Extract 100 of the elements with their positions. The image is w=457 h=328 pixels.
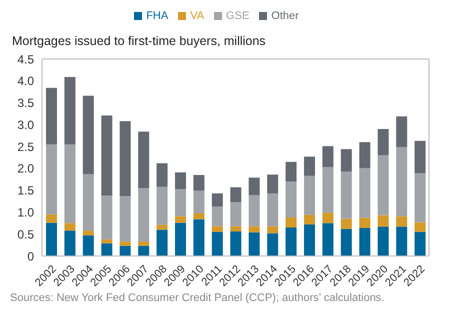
- bar: [212, 226, 223, 232]
- bar: [175, 172, 186, 190]
- bar: [212, 232, 223, 256]
- bar: [286, 228, 297, 256]
- bar: [101, 243, 112, 256]
- bar: [193, 213, 204, 220]
- bar: [378, 129, 389, 156]
- y-tick-label: 3.0: [17, 118, 34, 132]
- bar: [230, 202, 242, 226]
- bar: [82, 235, 94, 256]
- bar: [378, 155, 389, 216]
- bar: [46, 88, 57, 144]
- bar: [286, 162, 297, 182]
- legend-label: GSE: [226, 10, 250, 22]
- bar: [359, 142, 370, 168]
- bar: [304, 176, 315, 215]
- bar: [156, 186, 168, 225]
- bar: [286, 217, 297, 228]
- bar: [340, 228, 352, 256]
- bar: [414, 232, 426, 256]
- bar: [230, 187, 242, 202]
- bar: [46, 222, 57, 256]
- bar: [340, 149, 352, 172]
- bar: [359, 168, 370, 218]
- bar: [64, 144, 76, 224]
- bar: [120, 196, 131, 242]
- bar: [156, 163, 168, 187]
- bar: [267, 233, 278, 256]
- bar: [46, 214, 57, 223]
- bar: [120, 121, 131, 196]
- legend-label: VA: [190, 10, 204, 22]
- chart-title: Mortgages issued to first-time buyers, millions: [12, 34, 266, 48]
- bar: [304, 224, 315, 256]
- bar: [193, 190, 204, 214]
- bar: [156, 224, 168, 230]
- bar: [267, 174, 278, 194]
- bar: [359, 218, 370, 228]
- bar: [414, 222, 426, 232]
- bar: [82, 96, 94, 174]
- bar: [322, 212, 334, 224]
- bar: [138, 132, 150, 188]
- bar: [378, 215, 389, 227]
- bar: [101, 115, 112, 196]
- bar: [322, 167, 334, 213]
- bar: [175, 189, 186, 216]
- bar: [64, 76, 76, 144]
- bar: [267, 226, 278, 234]
- bar: [230, 231, 242, 256]
- bar: [175, 216, 186, 223]
- bar: [193, 175, 204, 191]
- bar: [101, 239, 112, 244]
- y-tick-label: 0.5: [17, 227, 34, 242]
- bar: [156, 230, 168, 256]
- bar: [82, 230, 94, 236]
- bar: [138, 188, 150, 242]
- bar: [396, 226, 408, 256]
- bar: [340, 218, 352, 229]
- y-tick-label: 3.5: [17, 96, 34, 110]
- source-note: Sources: New York Fed Consumer Credit Panel (CCP); authors’ calculations.: [9, 292, 386, 304]
- bar: [359, 228, 370, 256]
- y-tick-label: 1.0: [17, 205, 34, 220]
- bar: [120, 246, 131, 256]
- bar: [248, 195, 260, 226]
- bar: [175, 222, 186, 256]
- y-tick-label: 2.0: [17, 162, 34, 176]
- bar: [396, 216, 408, 227]
- bar: [82, 174, 94, 231]
- bar: [322, 223, 334, 256]
- bar: [46, 144, 57, 214]
- y-tick-label: 4.0: [17, 74, 34, 88]
- bar: [378, 226, 389, 256]
- bar: [414, 173, 426, 222]
- bar: [396, 146, 408, 216]
- bar: [212, 206, 223, 226]
- bar: [212, 193, 223, 207]
- y-tick-label: 1.5: [17, 184, 34, 198]
- bar: [286, 182, 297, 218]
- bar: [120, 242, 131, 246]
- bar: [267, 193, 278, 226]
- bar: [248, 178, 260, 196]
- bar: [193, 219, 204, 256]
- bar: [138, 246, 150, 256]
- bar: [396, 116, 408, 147]
- y-tick-label: 0: [27, 249, 34, 264]
- y-tick-label: 2.5: [17, 140, 34, 154]
- bar: [304, 214, 315, 224]
- bar: [414, 140, 426, 174]
- legend-label: Other: [271, 10, 299, 22]
- bar: [230, 226, 242, 232]
- bar: [101, 196, 112, 240]
- bar: [304, 156, 315, 176]
- bar: [64, 223, 76, 231]
- bar: [340, 172, 352, 219]
- bar: [322, 146, 334, 168]
- bar: [248, 226, 260, 232]
- legend-label: FHA: [146, 10, 168, 22]
- bar: [64, 230, 76, 256]
- bar: [138, 242, 150, 246]
- y-tick-label: 4.5: [17, 52, 34, 66]
- bar: [248, 232, 260, 256]
